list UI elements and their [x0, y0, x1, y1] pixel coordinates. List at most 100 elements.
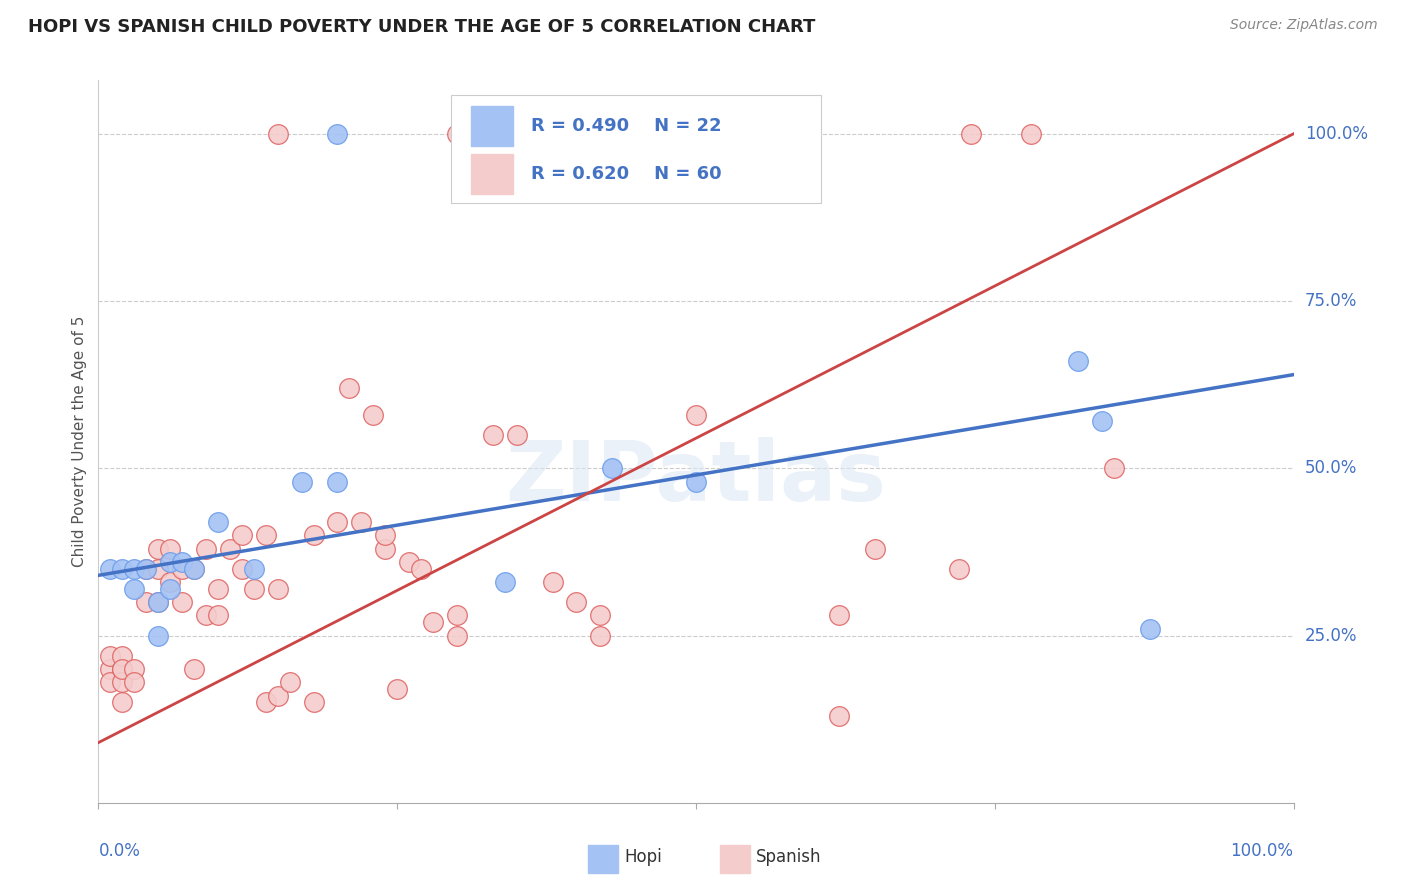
Point — [828, 708, 851, 723]
Point — [339, 381, 361, 395]
Point — [374, 528, 396, 542]
Text: ZIPatlas: ZIPatlas — [506, 437, 886, 518]
Point — [124, 582, 146, 596]
Point — [254, 696, 277, 710]
Point — [111, 648, 134, 663]
Point — [172, 555, 194, 569]
Bar — [720, 846, 749, 873]
Point — [159, 541, 181, 556]
Point — [374, 541, 396, 556]
FancyBboxPatch shape — [451, 95, 821, 203]
Point — [278, 675, 301, 690]
Point — [589, 628, 612, 642]
Point — [302, 528, 325, 542]
Point — [326, 475, 349, 489]
Point — [135, 562, 157, 576]
Y-axis label: Child Poverty Under the Age of 5: Child Poverty Under the Age of 5 — [72, 316, 87, 567]
Point — [231, 562, 253, 576]
Point — [326, 127, 349, 141]
Point — [148, 562, 170, 576]
Point — [254, 528, 277, 542]
Point — [231, 528, 253, 542]
Text: 50.0%: 50.0% — [1305, 459, 1357, 477]
Point — [98, 675, 122, 690]
Point — [267, 127, 290, 141]
Point — [148, 541, 170, 556]
Point — [267, 582, 290, 596]
Text: 0.0%: 0.0% — [98, 842, 141, 860]
Point — [350, 515, 373, 529]
Text: 25.0%: 25.0% — [1305, 626, 1357, 645]
Point — [422, 615, 444, 630]
Point — [124, 562, 146, 576]
Point — [948, 562, 970, 576]
Point — [98, 662, 122, 676]
Point — [685, 475, 707, 489]
Point — [183, 562, 205, 576]
Point — [183, 562, 205, 576]
Point — [385, 681, 409, 696]
Point — [207, 582, 229, 596]
Text: Spanish: Spanish — [756, 848, 821, 866]
Text: 75.0%: 75.0% — [1305, 292, 1357, 310]
Point — [685, 408, 707, 422]
Point — [506, 127, 529, 141]
Point — [1091, 414, 1114, 429]
Point — [291, 475, 314, 489]
Point — [506, 427, 529, 442]
Point — [135, 595, 157, 609]
Point — [148, 595, 170, 609]
Point — [865, 541, 887, 556]
Point — [135, 562, 157, 576]
Text: Source: ZipAtlas.com: Source: ZipAtlas.com — [1230, 18, 1378, 32]
Point — [302, 696, 325, 710]
Point — [148, 595, 170, 609]
Point — [1139, 622, 1161, 636]
Point — [159, 575, 181, 590]
Point — [207, 515, 229, 529]
Point — [1019, 127, 1042, 141]
Point — [960, 127, 983, 141]
Point — [411, 562, 433, 576]
Bar — [471, 154, 513, 194]
Point — [541, 575, 564, 590]
Point — [159, 555, 181, 569]
Point — [98, 648, 122, 663]
Point — [243, 562, 266, 576]
Bar — [471, 106, 513, 145]
Point — [267, 689, 290, 703]
Point — [183, 662, 205, 676]
Point — [1067, 354, 1090, 368]
Point — [172, 595, 194, 609]
Point — [589, 608, 612, 623]
Point — [111, 675, 134, 690]
Point — [111, 662, 134, 676]
Point — [111, 696, 134, 710]
Text: R = 0.490    N = 22: R = 0.490 N = 22 — [531, 117, 721, 135]
Point — [148, 628, 170, 642]
Point — [1104, 461, 1126, 475]
Point — [172, 562, 194, 576]
Text: R = 0.620    N = 60: R = 0.620 N = 60 — [531, 165, 721, 183]
Point — [243, 582, 266, 596]
Point — [446, 608, 468, 623]
Point — [207, 608, 229, 623]
Point — [111, 662, 134, 676]
Point — [494, 575, 516, 590]
Point — [195, 541, 218, 556]
Point — [446, 628, 468, 642]
Text: HOPI VS SPANISH CHILD POVERTY UNDER THE AGE OF 5 CORRELATION CHART: HOPI VS SPANISH CHILD POVERTY UNDER THE … — [28, 18, 815, 36]
Point — [326, 515, 349, 529]
Point — [481, 427, 505, 442]
Point — [446, 127, 468, 141]
Point — [602, 461, 624, 475]
Point — [159, 582, 181, 596]
Point — [398, 555, 420, 569]
Bar — [589, 846, 619, 873]
Text: Hopi: Hopi — [624, 848, 662, 866]
Point — [124, 662, 146, 676]
Point — [111, 562, 134, 576]
Point — [195, 608, 218, 623]
Point — [98, 562, 122, 576]
Point — [124, 675, 146, 690]
